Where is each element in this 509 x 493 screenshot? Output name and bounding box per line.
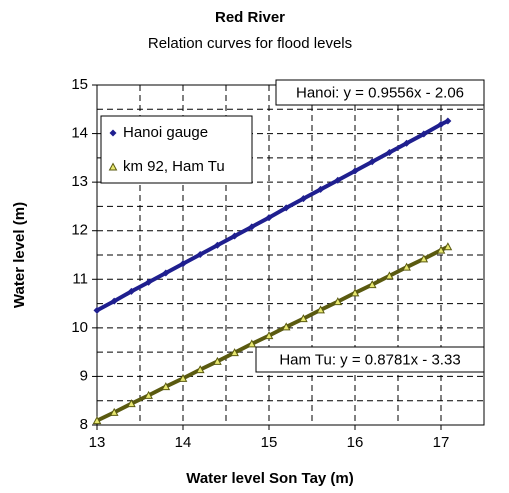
data-point [110, 297, 118, 305]
y-tick-label: 13 [71, 173, 88, 190]
series-line [96, 244, 449, 423]
y-axis-label: Water level (m) [11, 202, 28, 308]
data-point [109, 407, 119, 416]
annotation: Hanoi: y = 0.9556x - 2.06 [296, 84, 464, 101]
y-tick-label: 9 [80, 367, 88, 384]
legend [100, 115, 253, 184]
data-point [92, 416, 102, 425]
annotation-box [275, 79, 485, 106]
data-point [403, 139, 411, 147]
data-point [179, 260, 187, 268]
data-point [93, 306, 101, 314]
data-point [437, 120, 445, 128]
data-point [144, 390, 153, 399]
x-tick-label: 16 [347, 434, 364, 451]
data-point [213, 241, 221, 249]
data-point [161, 382, 171, 391]
data-point [282, 204, 290, 212]
data-point [127, 287, 135, 295]
data-point [213, 356, 222, 365]
x-tick-label: 14 [175, 434, 192, 451]
data-point [231, 232, 239, 240]
chart-subtitle: Relation curves for flood levels [148, 35, 352, 52]
data-point [350, 288, 360, 297]
y-tick-label: 8 [80, 416, 88, 433]
data-point [444, 117, 452, 125]
series-line [96, 119, 449, 313]
data-point [317, 185, 325, 193]
data-point [264, 331, 274, 340]
data-point [178, 373, 188, 382]
annotation: Ham Tu: y = 0.8781x - 3.33 [279, 351, 460, 368]
data-point [420, 130, 428, 138]
data-point [402, 262, 411, 271]
data-point [127, 399, 136, 408]
data-point [334, 176, 342, 184]
data-point [333, 297, 343, 306]
data-point [265, 214, 273, 222]
data-point [247, 339, 257, 348]
data-point [385, 271, 394, 280]
x-tick-label: 17 [433, 434, 450, 451]
y-tick-label: 15 [71, 76, 88, 93]
data-point [316, 305, 325, 314]
y-tick-label: 12 [71, 222, 88, 239]
data-point [196, 251, 204, 259]
x-axis-label: Water level Son Tay (m) [186, 470, 354, 487]
chart-title: Red River [215, 9, 285, 26]
data-point [385, 149, 393, 157]
data-point [419, 254, 429, 263]
x-tick-label: 15 [261, 434, 278, 451]
y-tick-label: 11 [72, 270, 88, 287]
data-point [230, 348, 239, 357]
y-tick-label: 14 [71, 125, 88, 142]
data-point [299, 195, 307, 203]
y-tick-label: 10 [71, 319, 88, 336]
annotation-box [255, 346, 485, 373]
data-point [248, 223, 256, 231]
legend-marker [108, 162, 118, 171]
data-point [351, 167, 359, 175]
legend-label: Hanoi gauge [123, 124, 208, 141]
data-point [281, 322, 291, 331]
data-point [436, 245, 446, 254]
x-tick-label: 13 [89, 434, 106, 451]
data-point [368, 158, 376, 166]
legend-marker [109, 129, 117, 137]
data-point [443, 242, 453, 251]
data-point [299, 314, 308, 323]
data-point [195, 365, 205, 374]
legend-label: km 92, Ham Tu [123, 158, 225, 175]
data-point [162, 269, 170, 277]
data-point [367, 280, 377, 289]
data-point [145, 278, 153, 286]
